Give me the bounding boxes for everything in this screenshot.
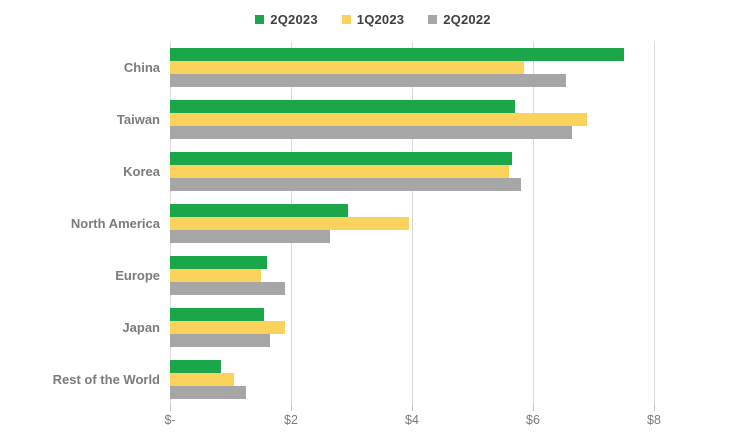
legend-item: 2Q2022 bbox=[428, 12, 491, 27]
axis-tick bbox=[170, 405, 171, 411]
bar bbox=[170, 126, 573, 140]
bar bbox=[170, 268, 261, 282]
bar bbox=[170, 359, 222, 373]
axis-tick bbox=[654, 405, 655, 411]
bar bbox=[170, 385, 246, 399]
category-row: North America bbox=[0, 198, 654, 250]
gridline bbox=[654, 42, 655, 405]
chart-legend: 2Q2023 1Q2023 2Q2022 bbox=[0, 12, 746, 27]
bar bbox=[170, 217, 409, 230]
axis-tick bbox=[412, 405, 413, 411]
bar bbox=[170, 372, 234, 386]
legend-label: 1Q2023 bbox=[356, 12, 405, 27]
bar-group bbox=[170, 146, 654, 198]
bar bbox=[170, 320, 285, 334]
bar-group bbox=[170, 301, 654, 353]
bar bbox=[170, 100, 515, 114]
legend-item: 2Q2023 bbox=[255, 12, 318, 27]
bar bbox=[170, 48, 624, 62]
x-tick-label: $2 bbox=[284, 413, 298, 427]
category-label: Korea bbox=[123, 164, 160, 180]
bar-group bbox=[170, 42, 654, 94]
bar bbox=[170, 113, 588, 127]
bar bbox=[170, 204, 349, 217]
category-label: Europe bbox=[115, 267, 160, 283]
gridline bbox=[412, 42, 413, 405]
bar bbox=[170, 61, 524, 75]
bar bbox=[170, 74, 567, 88]
x-tick-label: $6 bbox=[526, 413, 540, 427]
bar bbox=[170, 307, 264, 321]
x-tick-label: $4 bbox=[405, 413, 419, 427]
category-row: China bbox=[0, 42, 654, 94]
bar bbox=[170, 333, 270, 347]
category-row: Rest of the World bbox=[0, 353, 654, 405]
bar-group bbox=[170, 198, 654, 250]
category-label: Japan bbox=[122, 319, 160, 335]
legend-label: 2Q2023 bbox=[270, 12, 318, 27]
bar bbox=[170, 230, 331, 243]
axis-tick bbox=[291, 405, 292, 411]
bar bbox=[170, 152, 512, 166]
category-row: Taiwan bbox=[0, 94, 654, 146]
category-label: Taiwan bbox=[116, 112, 160, 128]
category-label: North America bbox=[70, 216, 160, 231]
legend-swatch-icon bbox=[341, 15, 351, 24]
x-tick-label: $- bbox=[164, 413, 176, 427]
bar bbox=[170, 281, 285, 295]
gridline bbox=[533, 42, 534, 405]
bar bbox=[170, 178, 521, 192]
x-tick-label: $8 bbox=[647, 413, 661, 427]
category-row: Europe bbox=[0, 249, 654, 301]
bar-group bbox=[170, 249, 654, 301]
category-row: Korea bbox=[0, 146, 654, 198]
category-row: Japan bbox=[0, 301, 654, 353]
legend-swatch-icon bbox=[255, 15, 265, 24]
category-label: China bbox=[123, 60, 160, 76]
legend-item: 1Q2023 bbox=[341, 12, 405, 27]
bar-rows: China Taiwan Korea North America Europe Japan… bbox=[0, 42, 654, 405]
axis-tick bbox=[533, 405, 534, 411]
x-axis: $- $2 $4 $6 $8 bbox=[164, 413, 661, 433]
bar bbox=[170, 165, 509, 179]
bar-group bbox=[170, 94, 654, 146]
category-label: Rest of the World bbox=[52, 371, 160, 387]
legend-swatch-icon bbox=[428, 15, 438, 24]
bar bbox=[170, 255, 267, 269]
legend-label: 2Q2022 bbox=[443, 12, 491, 27]
bar-group bbox=[170, 353, 654, 405]
